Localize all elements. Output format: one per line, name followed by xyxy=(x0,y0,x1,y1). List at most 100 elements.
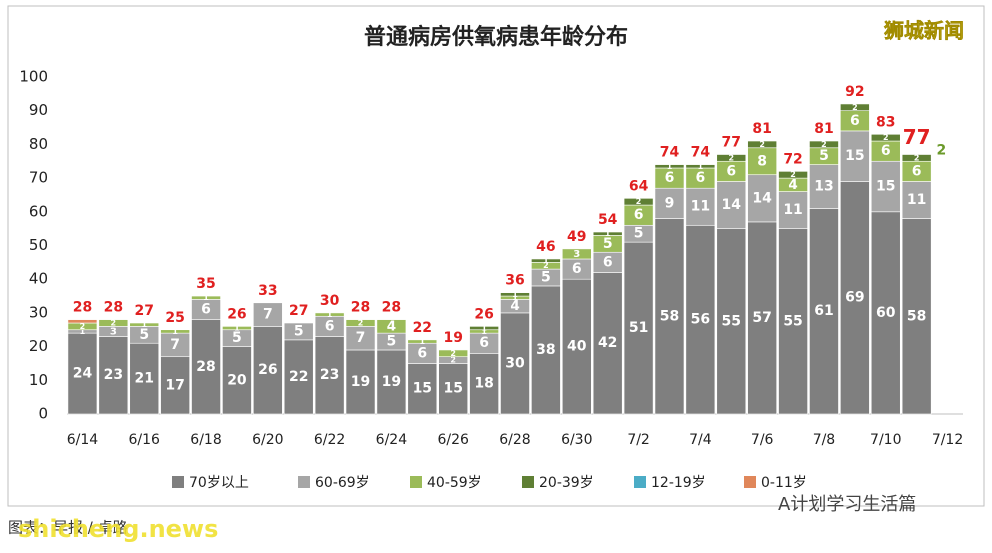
bar-segment xyxy=(654,187,685,219)
bar-segment xyxy=(500,312,530,415)
x-tick-label: 7/4 xyxy=(689,432,712,448)
bar-segment xyxy=(67,319,98,324)
data-label: 55 xyxy=(722,313,741,329)
data-label: 58 xyxy=(907,308,926,324)
total-label: 28 xyxy=(351,300,370,316)
bar-segment xyxy=(870,211,901,415)
legend-label: 12-19岁 xyxy=(651,475,706,491)
bar-segment xyxy=(160,329,190,334)
total-label: 22 xyxy=(413,320,432,336)
total-label: 49 xyxy=(567,229,586,245)
total-label: 28 xyxy=(104,300,123,316)
bar-segment xyxy=(500,292,530,297)
x-tick-label: 6/22 xyxy=(314,432,345,448)
data-label: 1 xyxy=(543,256,549,265)
bar-segment xyxy=(840,181,870,415)
legend-label: 0-11岁 xyxy=(761,475,807,491)
data-label: 14 xyxy=(752,190,772,206)
data-label: 4 xyxy=(788,177,797,193)
bar-segment xyxy=(809,140,839,149)
data-label: 15 xyxy=(413,381,432,397)
data-label: 5 xyxy=(634,226,644,242)
total-label: 77 xyxy=(903,125,931,149)
bar-segment xyxy=(345,349,376,415)
data-label: 1 xyxy=(481,327,487,336)
bar-segment xyxy=(654,164,685,169)
data-label: 7 xyxy=(263,307,273,323)
data-label: 1 xyxy=(512,290,518,299)
data-label: 23 xyxy=(320,367,339,383)
bar-segment xyxy=(901,218,932,415)
data-label: 5 xyxy=(232,330,242,346)
data-label: 6 xyxy=(912,163,922,179)
data-label: 14 xyxy=(722,197,742,213)
data-label: 18 xyxy=(474,376,493,392)
data-label: 15 xyxy=(845,148,864,164)
total-label: 25 xyxy=(165,310,184,326)
data-label: 56 xyxy=(691,312,710,328)
bar-segment xyxy=(716,154,747,162)
x-tick-label: 7/6 xyxy=(751,432,774,448)
data-label: 1 xyxy=(667,162,673,171)
bar-segment xyxy=(438,363,469,415)
total-label: 74 xyxy=(691,145,711,161)
bar-segment xyxy=(345,319,376,327)
bar-segment xyxy=(747,221,777,415)
bar-segment xyxy=(870,133,901,142)
data-label: 11 xyxy=(691,199,710,215)
data-label: 9 xyxy=(665,195,675,211)
total-label: 72 xyxy=(783,151,802,167)
bar-segment xyxy=(407,363,438,415)
legend-label: 20-39岁 xyxy=(539,475,594,491)
legend-swatch xyxy=(298,476,310,488)
data-label: 1 xyxy=(80,327,86,336)
y-tick-label: 40 xyxy=(29,270,48,288)
data-label: 5 xyxy=(603,236,613,252)
total-label: 27 xyxy=(289,303,308,319)
data-label: 23 xyxy=(104,367,123,383)
total-label: 81 xyxy=(752,121,771,137)
total-label: 26 xyxy=(474,306,493,322)
bar-segment xyxy=(778,228,808,415)
data-label: 26 xyxy=(258,362,277,378)
bar-segment xyxy=(809,164,839,209)
data-label: 19 xyxy=(382,374,401,390)
bar-segment xyxy=(685,224,716,415)
bar-segment xyxy=(407,339,438,344)
data-label: 1 xyxy=(234,324,240,333)
data-label: 17 xyxy=(165,377,184,393)
y-tick-label: 100 xyxy=(19,68,48,86)
bar-segment xyxy=(129,342,160,415)
y-tick-label: 20 xyxy=(29,337,48,355)
source: 图表：早报 / 卓路 xyxy=(8,519,128,537)
bar-segment xyxy=(253,326,283,415)
data-label: 2 xyxy=(821,140,827,149)
bar-segment xyxy=(685,164,716,169)
data-label: 6 xyxy=(634,207,644,223)
data-label: 8 xyxy=(757,153,767,169)
data-label: 30 xyxy=(505,355,525,371)
data-label: 2 xyxy=(80,322,86,331)
bar-segment xyxy=(376,319,407,334)
bar-segment xyxy=(469,326,499,331)
bar-segment xyxy=(531,258,561,263)
data-label: 42 xyxy=(598,335,617,351)
annotation: 2 xyxy=(936,143,946,159)
total-label: 54 xyxy=(598,212,618,228)
x-tick-label: 6/28 xyxy=(499,432,530,448)
data-label: 2 xyxy=(852,103,858,112)
y-tick-label: 70 xyxy=(29,169,48,187)
total-label: 83 xyxy=(876,114,895,130)
data-label: 6 xyxy=(850,113,860,129)
x-tick-label: 6/16 xyxy=(129,432,161,448)
data-label: 2 xyxy=(914,153,920,162)
data-label: 55 xyxy=(783,313,802,329)
data-label: 6 xyxy=(572,261,582,277)
bar-segment xyxy=(222,346,252,415)
data-label: 2 xyxy=(450,356,456,365)
data-label: 24 xyxy=(73,366,93,382)
data-label: 2 xyxy=(728,153,734,162)
bar-segment xyxy=(98,336,129,415)
bar-segment xyxy=(67,332,98,415)
